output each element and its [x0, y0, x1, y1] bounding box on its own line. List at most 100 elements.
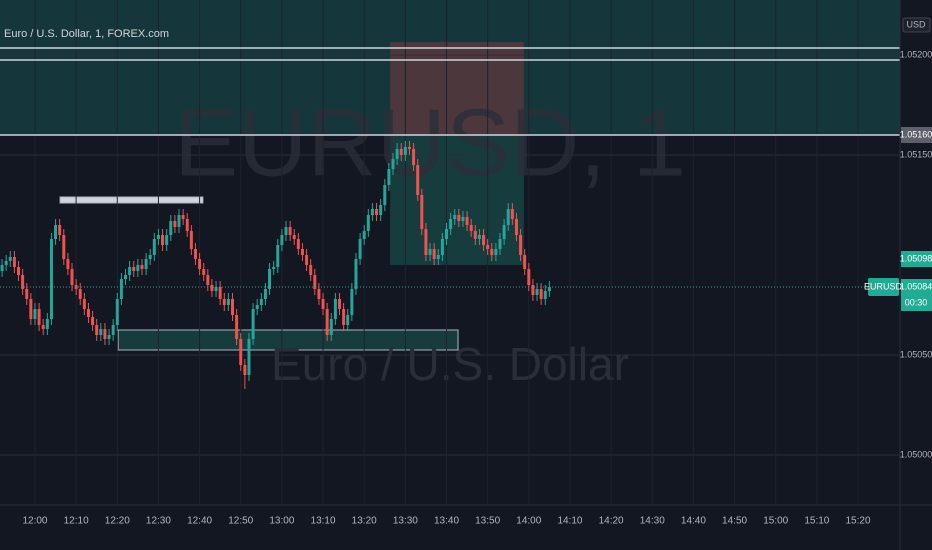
candle-body — [473, 231, 477, 239]
candle-body — [255, 305, 259, 309]
x-tick-label: 13:10 — [311, 516, 336, 527]
candle-body — [251, 309, 255, 339]
candle-body — [193, 249, 197, 259]
candle-body — [469, 225, 473, 231]
candle-body — [177, 215, 181, 227]
x-tick-label: 12:50 — [228, 516, 253, 527]
candle-body — [222, 299, 226, 305]
candle-body — [486, 245, 490, 249]
candle-body — [4, 261, 8, 265]
candle-body — [247, 339, 251, 375]
candle-body — [78, 289, 82, 299]
candle-body — [62, 235, 66, 259]
x-tick-label: 12:20 — [105, 516, 130, 527]
price-tag — [901, 251, 932, 267]
price-tag-label: 1.05084 — [900, 281, 932, 291]
candle-body — [284, 227, 288, 235]
candle-body — [440, 239, 444, 255]
candle-body — [198, 259, 202, 269]
candle-body — [300, 249, 304, 255]
currency-tag — [902, 17, 931, 33]
candle-body — [329, 319, 333, 335]
candle-body — [531, 285, 535, 295]
candle-body — [165, 235, 169, 245]
candle-body — [296, 239, 300, 249]
candle-body — [239, 339, 243, 365]
candle-body — [276, 245, 280, 267]
candle-body — [519, 235, 523, 255]
x-tick-label: 13:40 — [434, 516, 459, 527]
candle-body — [107, 335, 111, 339]
candle-body — [156, 235, 160, 239]
candle-body — [432, 249, 436, 259]
candle-body — [375, 209, 379, 215]
candle-body — [424, 229, 428, 255]
candle-body — [338, 299, 342, 309]
candle-body — [416, 165, 420, 195]
candle-body — [148, 255, 152, 259]
candle-body — [370, 209, 374, 215]
candle-body — [202, 269, 206, 275]
candle-body — [25, 289, 29, 299]
candle-body — [82, 299, 86, 309]
candle-body — [161, 235, 165, 245]
candle-body — [41, 325, 45, 329]
candle-body — [362, 231, 366, 239]
candle-body — [407, 147, 411, 149]
candle-body — [358, 239, 362, 259]
candle-body — [313, 275, 317, 289]
candle-body — [181, 215, 185, 219]
candle-body — [436, 255, 440, 259]
y-tick-label: 1.05200 — [900, 49, 932, 59]
candle-body — [0, 265, 4, 271]
symbol-tag — [868, 278, 899, 296]
candle-body — [29, 299, 33, 319]
candle-body — [461, 217, 465, 221]
candle-body — [8, 257, 12, 261]
candle-body — [333, 299, 337, 319]
zone — [59, 196, 204, 204]
candle-body — [342, 309, 346, 325]
candle-body — [45, 319, 49, 329]
x-tick-label: 14:00 — [516, 516, 541, 527]
candle-body — [136, 265, 140, 271]
candle-body — [37, 309, 41, 325]
candle-body — [428, 249, 432, 255]
candle-body — [111, 325, 115, 335]
candle-body — [535, 289, 539, 295]
candle-body — [272, 267, 276, 269]
candle-body — [58, 225, 62, 235]
candle-body — [243, 365, 247, 375]
candle-body — [152, 239, 156, 255]
candle-body — [523, 255, 527, 269]
candle-body — [527, 269, 531, 285]
candle-body — [95, 325, 99, 335]
candle-body — [189, 231, 193, 249]
candle-body — [21, 275, 25, 289]
candle-body — [185, 219, 189, 231]
price-tag-label: 1.05160 — [900, 129, 932, 139]
candle-body — [383, 185, 387, 205]
x-tick-label: 13:00 — [269, 516, 294, 527]
candle-body — [325, 309, 329, 335]
candle-body — [132, 267, 136, 271]
candle-body — [457, 215, 461, 221]
symbol-label: EURUSD — [864, 281, 903, 291]
candle-body — [412, 149, 416, 165]
currency: USD — [906, 19, 926, 29]
x-tick-label: 14:20 — [599, 516, 624, 527]
candle-body — [453, 215, 457, 219]
x-tick-label: 15:10 — [804, 516, 829, 527]
candle-body — [309, 265, 313, 275]
candle-body — [214, 287, 218, 291]
watermark-subtitle: Euro / U.S. Dollar — [271, 338, 629, 390]
candle-body — [103, 329, 107, 339]
candle-body — [231, 299, 235, 315]
candle-body — [210, 285, 214, 291]
price-tag — [901, 127, 932, 143]
candle-body — [17, 267, 21, 275]
x-tick-label: 12:10 — [64, 516, 89, 527]
countdown: 00:30 — [905, 297, 928, 307]
x-tick-label: 14:10 — [557, 516, 582, 527]
